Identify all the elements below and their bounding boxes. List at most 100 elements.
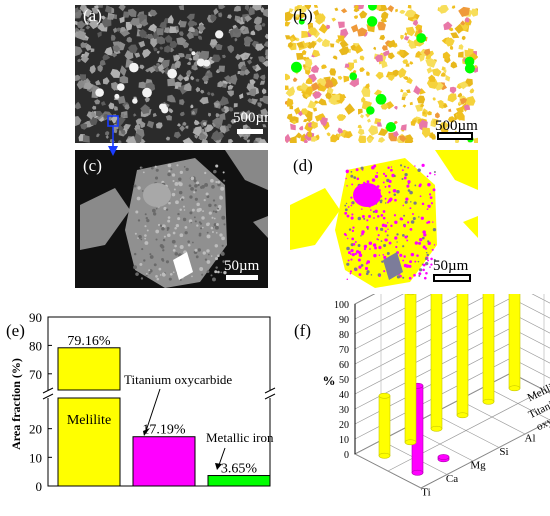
fine-grain xyxy=(193,179,197,183)
fine-grain xyxy=(160,245,165,249)
grain xyxy=(186,61,191,65)
fine-grain xyxy=(206,260,211,264)
bar-break-gap xyxy=(57,391,121,397)
fine-grain xyxy=(200,227,203,230)
phase-grain xyxy=(470,8,478,17)
scale-bar-c xyxy=(226,275,258,280)
phase-grain xyxy=(319,78,327,87)
grain xyxy=(188,48,193,52)
phase-dot xyxy=(420,216,424,220)
phase-dot xyxy=(430,263,433,266)
grain xyxy=(113,129,118,134)
phase-grain xyxy=(330,43,335,48)
panel-label-c: (c) xyxy=(83,156,102,175)
phase-grain xyxy=(388,52,395,60)
phase-grain xyxy=(404,137,414,143)
fine-grain xyxy=(196,202,200,207)
fine-grain xyxy=(163,206,167,211)
phase-grain xyxy=(368,125,379,136)
y-tick-label: 20 xyxy=(29,422,42,437)
phase-dot xyxy=(366,225,369,229)
phase-dot xyxy=(351,253,355,257)
fine-grain xyxy=(192,241,194,244)
phase-dot xyxy=(427,183,431,187)
grain xyxy=(197,23,206,33)
phase-grain xyxy=(358,108,363,115)
phase-grain xyxy=(460,20,466,26)
phase-grain xyxy=(426,67,433,74)
phase-dot xyxy=(354,252,357,256)
grain xyxy=(146,120,155,129)
grain xyxy=(75,7,79,13)
fine-grain xyxy=(170,168,173,171)
phase-grain xyxy=(443,103,448,109)
phase-dot xyxy=(358,265,362,269)
phase-dot xyxy=(382,216,386,220)
phase-grain xyxy=(378,128,389,136)
grain xyxy=(164,34,173,43)
phase-dot xyxy=(413,201,417,205)
phase-dot xyxy=(432,221,434,223)
fine-grain xyxy=(166,226,170,230)
fine-grain xyxy=(183,166,186,168)
fine-grain xyxy=(179,233,184,238)
phase-grain xyxy=(392,43,398,48)
data-label: 3.65% xyxy=(221,462,258,477)
grain xyxy=(263,41,268,48)
z-tick-label: 10 xyxy=(339,435,349,446)
phase-grain xyxy=(381,45,388,51)
phase-grain xyxy=(285,35,291,40)
grain xyxy=(111,81,119,91)
fine-grain xyxy=(190,221,192,224)
fine-grain xyxy=(221,244,224,247)
grain xyxy=(252,65,257,70)
phase-dot xyxy=(372,210,375,213)
micrograph-d-image xyxy=(285,150,478,288)
cylinder-body xyxy=(404,294,417,443)
phase-dot xyxy=(363,244,368,249)
phase-dot xyxy=(384,238,388,242)
phase-dot xyxy=(378,275,381,278)
z-tick-label: 0 xyxy=(344,450,349,461)
fine-grain xyxy=(140,166,143,169)
grain xyxy=(100,101,106,106)
grain xyxy=(219,112,226,120)
phase-grain xyxy=(417,28,423,35)
fine-grain xyxy=(217,180,221,184)
phase-dot xyxy=(378,246,382,250)
grain xyxy=(179,111,185,117)
phase-grain xyxy=(317,98,327,106)
phase-dot xyxy=(373,253,377,258)
phase-dot xyxy=(409,260,413,264)
phase-grain xyxy=(329,68,337,76)
grain xyxy=(218,65,225,73)
phase-grain xyxy=(431,68,442,77)
phase-dot xyxy=(402,259,405,262)
fine-grain xyxy=(167,163,172,168)
fine-grain xyxy=(190,176,195,181)
phase-grain xyxy=(359,55,365,61)
phase-dot xyxy=(349,272,352,275)
phase-grain xyxy=(289,105,294,110)
phase-dot xyxy=(380,199,383,202)
fine-grain xyxy=(199,222,203,225)
axis-break-mark xyxy=(42,387,54,394)
grain xyxy=(210,92,215,97)
phase-dot xyxy=(383,270,386,273)
grain xyxy=(152,28,156,33)
bright-grain xyxy=(196,58,205,67)
phase-grain xyxy=(395,8,398,13)
fine-grain xyxy=(149,253,152,256)
fine-grain xyxy=(200,185,204,189)
phase-grain xyxy=(313,107,317,112)
grain xyxy=(244,54,248,59)
grain xyxy=(125,135,137,143)
fine-grain xyxy=(141,248,144,251)
grain xyxy=(202,122,207,127)
phase-dot xyxy=(407,221,410,224)
phase-grain xyxy=(459,97,468,105)
phase-grain xyxy=(305,77,313,85)
grain xyxy=(159,21,167,29)
fine-grain xyxy=(194,184,198,188)
grain xyxy=(75,116,82,127)
